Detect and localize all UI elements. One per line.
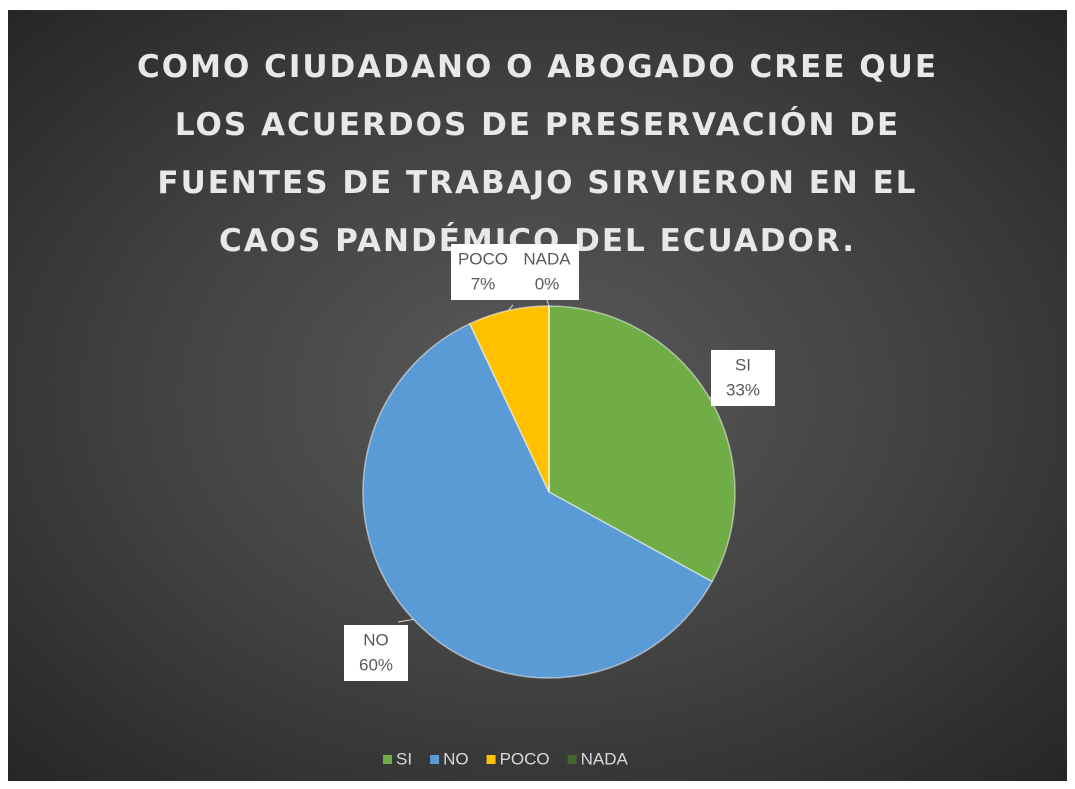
leader-line: [508, 304, 514, 311]
pie-slice: [548, 305, 736, 583]
legend: SI NO POCO NADA: [383, 749, 629, 768]
label-box: [711, 350, 775, 406]
data-label-category: SI: [735, 355, 751, 374]
data-label-category: NO: [363, 630, 389, 649]
data-label: 33%: [726, 380, 760, 399]
legend-label: NADA: [581, 749, 629, 768]
legend-swatch: [486, 755, 496, 764]
data-label: 0%: [535, 274, 560, 293]
legend-swatch: [383, 755, 392, 764]
leader-line: [546, 299, 550, 307]
data-label-category: POCO: [458, 249, 508, 268]
label-box: [344, 625, 408, 681]
legend-label: NO: [443, 749, 469, 768]
legend-label: POCO: [500, 749, 550, 768]
data-label-category: NADA: [523, 249, 571, 268]
legend-swatch: [430, 755, 440, 764]
label-box: [515, 244, 579, 300]
data-label: 60%: [359, 655, 393, 674]
label-box: [451, 244, 515, 300]
legend-label: SI: [396, 749, 412, 768]
data-label: 7%: [471, 274, 496, 293]
leader-line: [397, 618, 414, 623]
legend-swatch: [567, 755, 577, 764]
